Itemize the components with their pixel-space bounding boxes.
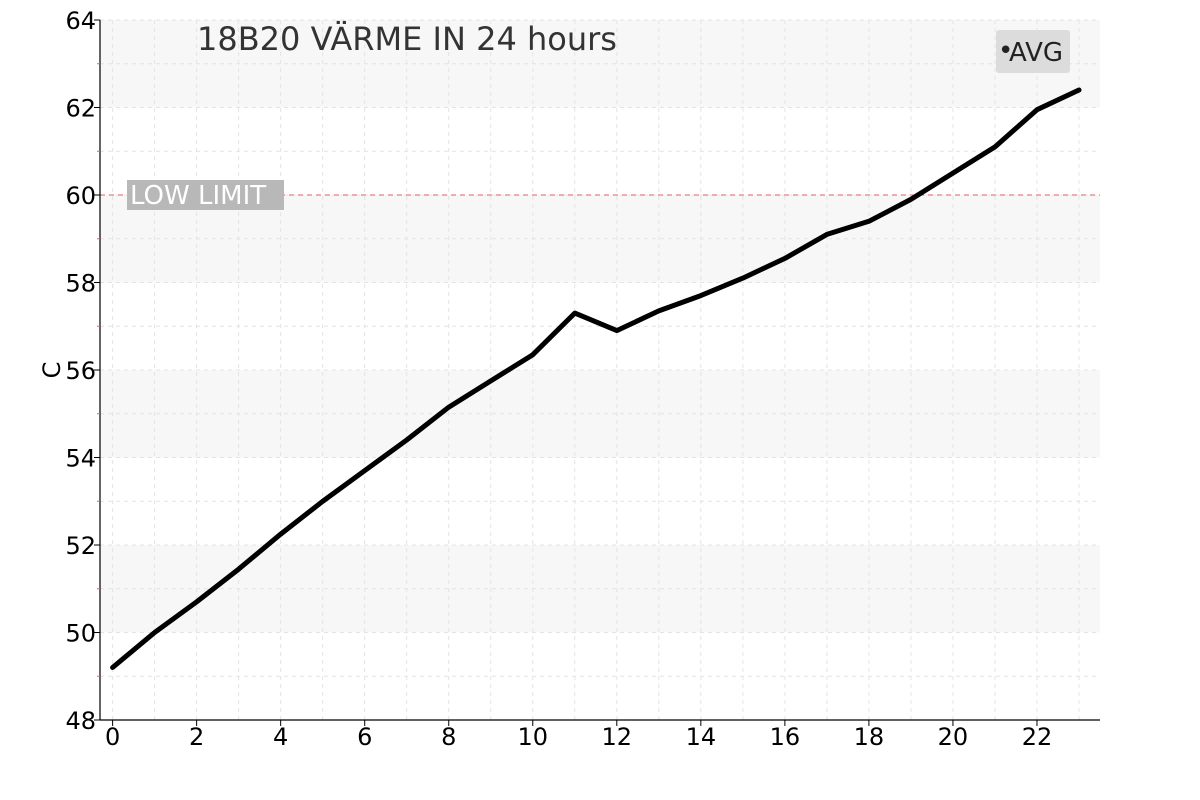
y-tick-labels: 48 50 52 54 56 58 60 62 64: [65, 7, 96, 735]
y-tick-label: 52: [65, 532, 96, 560]
legend-marker-icon: •: [998, 36, 1013, 66]
x-tick-label: 12: [602, 723, 633, 751]
x-tick-label: 4: [273, 723, 288, 751]
x-tick-label: 16: [770, 723, 801, 751]
axes: [94, 19, 1100, 726]
legend-entry-avg[interactable]: AVG: [1009, 38, 1063, 68]
legend-box: [996, 30, 1070, 73]
x-tick-label: 2: [189, 723, 204, 751]
x-tick-label: 22: [1022, 723, 1053, 751]
x-tick-label: 6: [357, 723, 372, 751]
x-tick-label: 20: [938, 723, 969, 751]
x-tick-label: 10: [517, 723, 548, 751]
y-tick-label: 64: [65, 7, 96, 35]
y-tick-label: 58: [65, 270, 96, 298]
low-limit-line: LOW LIMIT: [100, 180, 1100, 211]
y-tick-label: 62: [65, 95, 96, 123]
y-tick-label: 50: [65, 620, 96, 648]
series-line-avg: [110, 87, 1082, 670]
x-tick-label: 8: [441, 723, 456, 751]
x-tick-label: 18: [854, 723, 885, 751]
y-axis-label: C: [38, 362, 66, 379]
x-tick-label: 14: [686, 723, 717, 751]
x-tick-labels: 0 2 4 6 8 10 12 14 16 18 20 22: [105, 723, 1052, 751]
legend[interactable]: •AVG: [996, 30, 1070, 73]
low-limit-label: LOW LIMIT: [130, 181, 266, 211]
low-limit-label-box: [127, 180, 284, 210]
y-tick-label: 60: [65, 182, 96, 210]
y-tick-label: 56: [65, 357, 96, 385]
series-lines: [110, 87, 1082, 670]
y-tick-label: 54: [65, 445, 96, 473]
y-tick-label: 48: [65, 707, 96, 735]
chart-title: 18B20 VÄRME IN 24 hours: [197, 20, 617, 58]
x-tick-label: 0: [105, 723, 120, 751]
